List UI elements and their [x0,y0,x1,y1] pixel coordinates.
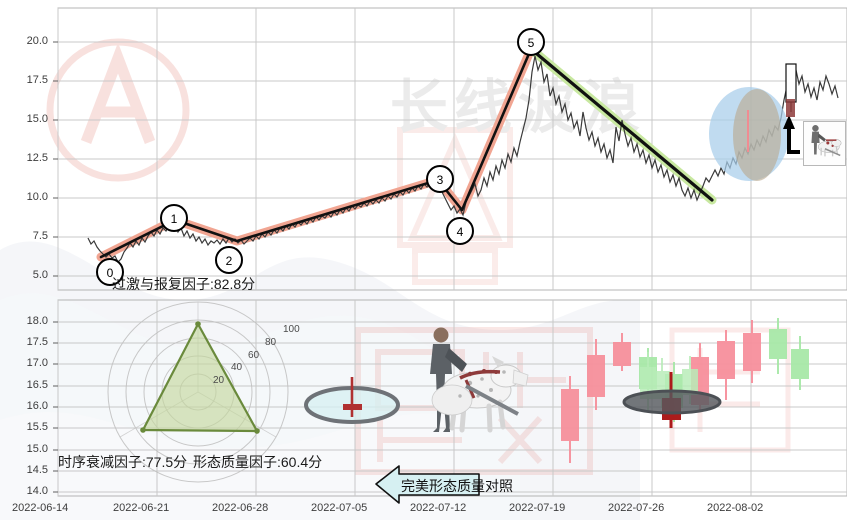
svg-text:5: 5 [528,36,535,50]
svg-text:3: 3 [437,173,444,187]
lower-ytick-18: 18.0 [26,315,48,327]
reference-doji-candle [343,377,362,417]
lower-ytick-16_5: 16.5 [26,379,48,391]
radar-tick-40: 40 [231,362,243,373]
wave-marker-1: 1 [160,204,188,232]
seal-watermark-lower [355,327,593,475]
upper-ytick-20: 20.0 [26,35,48,47]
radar-tick-60: 60 [248,350,260,361]
lower-left-factor-annotation: 时序衰减因子:77.5分 [58,454,188,470]
lower-ytick-16: 16.0 [26,400,48,412]
reference-ellipse-left [304,386,400,424]
lower-ytick-17: 17.0 [26,357,48,369]
lower-right-factor-annotation: 形态质量因子:60.4分 [193,454,323,470]
xtick-0: 2022-06-14 [12,502,69,514]
svg-text:2: 2 [226,254,233,268]
svg-text:4: 4 [457,225,464,239]
radar-polygon [141,322,259,433]
lower-ytick-17_5: 17.5 [26,336,48,348]
wave-marker-2: 2 [215,246,243,274]
svg-text:1: 1 [171,212,178,226]
wave-marker-3: 3 [426,165,454,193]
candle-compare-group [640,352,698,412]
candle-up-group [639,318,809,422]
pointer-arrow-head [783,115,795,129]
upper-ytick-17_5: 17.5 [26,74,48,86]
upper-ytick-10: 10.0 [26,191,48,203]
radar-spokes [119,302,277,438]
upper-ytick-7_5: 7.5 [32,230,48,242]
callout-label: 完美形态质量对照 [401,478,513,494]
seal-watermark-right [669,327,791,453]
upper-ytick-5: 5.0 [32,269,48,281]
person-with-dog-figure [430,327,529,433]
radar-vertices [140,321,260,434]
xtick-7: 2022-08-02 [707,502,764,514]
upper-factor-annotation: 过激与报复因子:82.8分 [112,276,256,292]
radar-tick-100: 100 [283,324,300,335]
wave-marker-4: 4 [446,217,474,245]
candle-highlight [662,372,681,428]
lower-ytick-15: 15.0 [26,443,48,455]
pattern-ellipse-blue [709,87,789,181]
watermark-text: 长线波浪 [390,75,647,140]
xtick-5: 2022-07-19 [509,502,566,514]
xtick-4: 2022-07-12 [410,502,467,514]
seal-watermark-left [46,38,190,182]
upper-ytick-12_5: 12.5 [26,152,48,164]
mini-candle-marker [785,63,797,117]
comparison-ellipse-right [622,389,722,415]
lower-ytick-14: 14.0 [26,485,48,497]
pattern-ellipse-tan [733,89,781,181]
xtick-2: 2022-06-28 [212,502,269,514]
radar-tick-80: 80 [265,337,277,348]
xtick-3: 2022-07-05 [311,502,368,514]
xtick-1: 2022-06-21 [113,502,170,514]
person-with-dog-icon [811,125,842,157]
wave-marker-5: 5 [517,28,545,56]
lower-ytick-14_5: 14.5 [26,464,48,476]
lower-ytick-15_5: 15.5 [26,421,48,433]
pointer-arrow [787,126,800,154]
pattern-thumbnail-box[interactable] [803,121,846,166]
seal-watermark-center [397,127,513,285]
upper-ytick-15: 15.0 [26,113,48,125]
xtick-6: 2022-07-26 [608,502,665,514]
radar-tick-20: 20 [213,375,225,386]
candle-down-group [561,320,761,463]
